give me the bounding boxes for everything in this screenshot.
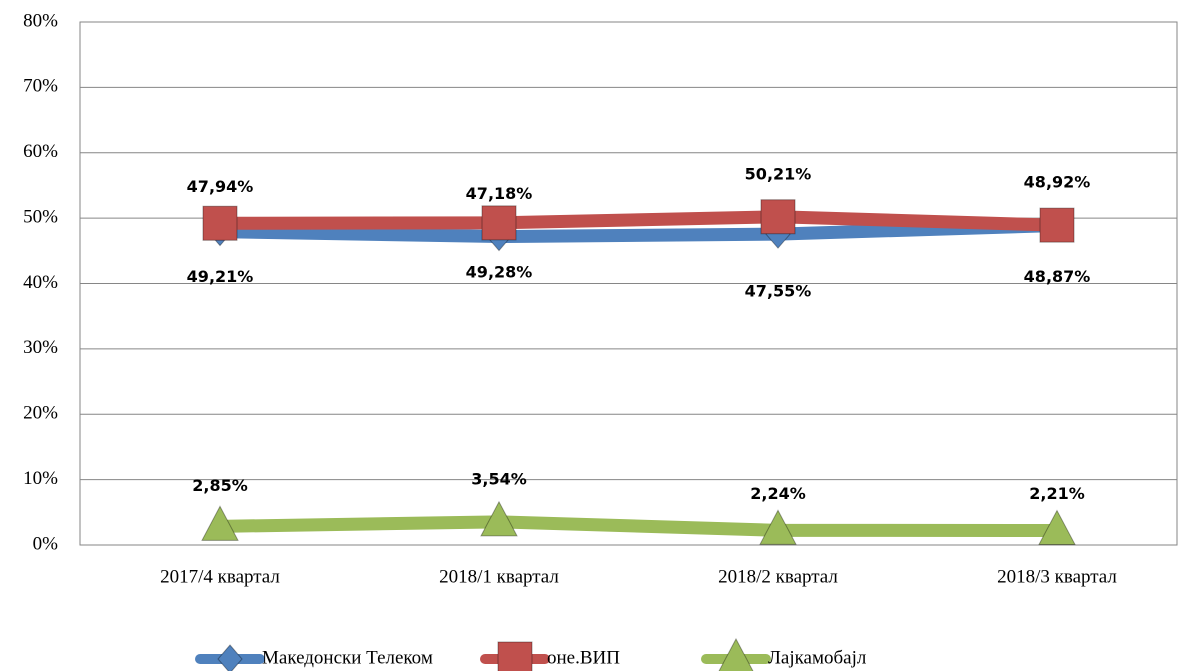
legend-label: оне.ВИП	[547, 647, 620, 668]
y-tick-label: 30%	[23, 337, 58, 358]
x-tick-label: 2017/4 квартал	[160, 566, 280, 587]
y-tick-label: 60%	[23, 141, 58, 162]
x-tick-label: 2018/2 квартал	[718, 566, 838, 587]
data-point	[759, 509, 797, 545]
y-tick-label: 80%	[23, 10, 58, 31]
data-label: 2,21%	[1029, 484, 1085, 503]
y-tick-label: 20%	[23, 403, 58, 424]
legend-item: Македонски Телеком	[195, 644, 433, 671]
data-label: 47,94%	[187, 177, 254, 196]
legend-marker	[718, 637, 754, 671]
data-point	[760, 199, 796, 235]
data-label: 47,55%	[745, 282, 812, 301]
data-label: 48,87%	[1024, 267, 1091, 286]
data-label: 2,85%	[192, 476, 248, 495]
y-tick-label: 50%	[23, 206, 58, 227]
y-tick-label: 70%	[23, 76, 58, 97]
data-point	[201, 505, 239, 541]
data-point	[1039, 207, 1075, 243]
data-label: 48,92%	[1024, 173, 1091, 192]
y-tick-label: 40%	[23, 272, 58, 293]
data-point	[480, 500, 518, 537]
legend-item: оне.ВИП	[480, 641, 620, 671]
legend-marker	[497, 641, 533, 671]
data-label: 3,54%	[471, 469, 527, 488]
y-tick-label: 0%	[33, 533, 59, 554]
data-label: 49,21%	[187, 267, 254, 286]
data-label: 49,28%	[466, 262, 533, 281]
series-line	[219, 210, 1058, 232]
series-line	[219, 515, 1058, 538]
legend-label: Македонски Телеком	[262, 647, 433, 668]
data-label: 47,18%	[466, 184, 533, 203]
y-tick-label: 10%	[23, 468, 58, 489]
x-tick-label: 2018/1 квартал	[439, 566, 559, 587]
data-label: 50,21%	[745, 164, 812, 183]
data-label: 2,24%	[750, 484, 806, 503]
legend-label: Лајкамобајл	[768, 647, 867, 668]
data-point	[202, 205, 238, 241]
data-point	[1038, 509, 1076, 546]
x-tick-label: 2018/3 квартал	[997, 566, 1117, 587]
series-line	[219, 219, 1058, 244]
legend-marker	[217, 644, 243, 671]
data-point	[481, 205, 517, 241]
legend-item: Лајкамобајл	[701, 637, 867, 671]
